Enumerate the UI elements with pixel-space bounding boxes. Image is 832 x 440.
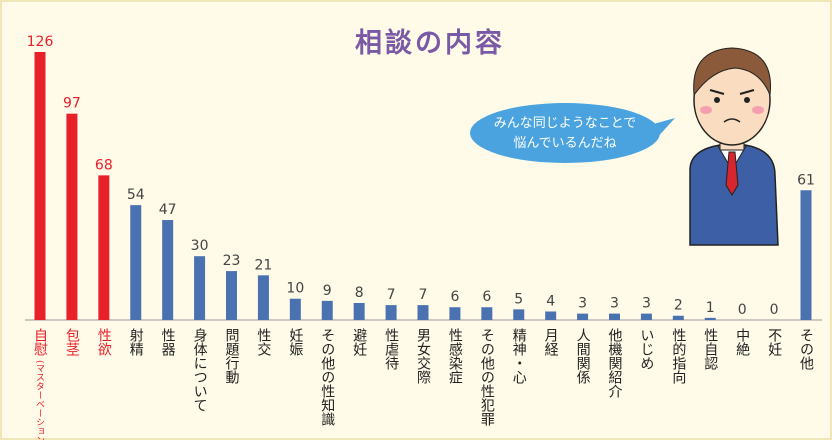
- chart: 相談の内容 みんな同じようなことで 悩んでいるんだね 126自慰(マスターベーシ…: [0, 0, 832, 440]
- value-label: 30: [191, 238, 209, 254]
- x-tick-label: 性虐待: [383, 328, 399, 371]
- x-tick-label: 妊娠: [287, 328, 303, 356]
- bar: [705, 318, 716, 320]
- value-label: 4: [546, 293, 555, 309]
- x-tick-sublabel: (マスターベーション): [34, 360, 45, 440]
- x-tick-label: その他: [798, 328, 814, 371]
- x-tick-label: 他機関紹介: [607, 328, 623, 398]
- bar: [354, 303, 365, 320]
- bar: [449, 307, 460, 320]
- value-label: 6: [450, 289, 459, 305]
- value-label: 10: [286, 281, 304, 297]
- value-label: 6: [482, 289, 491, 305]
- x-tick-label: 性交: [255, 328, 271, 356]
- bar: [673, 316, 684, 320]
- x-tick-label: 中絶: [734, 328, 750, 356]
- x-tick-label: 性感染症: [447, 328, 463, 384]
- value-label: 97: [63, 96, 81, 112]
- bar: [322, 301, 333, 320]
- x-tick-label: 性器: [160, 328, 176, 356]
- x-tick-label: 性的指向: [670, 328, 686, 384]
- bar: [801, 190, 812, 320]
- x-tick-label: 不妊: [766, 328, 782, 357]
- x-tick-label: 問題行動: [224, 328, 240, 385]
- x-tick-label: 射精: [128, 328, 144, 356]
- x-tick-label: 人間関係: [575, 328, 591, 385]
- x-tick-label: 性自認: [702, 328, 718, 370]
- x-tick-label: 身体について: [192, 328, 208, 412]
- bar: [35, 52, 46, 320]
- value-label: 21: [255, 257, 273, 273]
- value-label: 9: [323, 283, 332, 299]
- value-label: 8: [355, 285, 364, 301]
- value-label: 61: [797, 172, 815, 188]
- x-tick-label: 月経: [543, 328, 559, 356]
- x-tick-label: 避妊: [351, 328, 367, 357]
- value-label: 5: [514, 291, 523, 307]
- speech-bubble: [470, 103, 660, 163]
- x-tick-label: その他の性知識: [319, 328, 335, 427]
- value-label: 3: [642, 296, 651, 312]
- chart-title: 相談の内容: [355, 27, 505, 59]
- value-label: 7: [387, 287, 396, 303]
- x-tick-label: 自慰: [32, 328, 48, 356]
- x-tick-label: 性欲: [96, 328, 112, 356]
- bar: [290, 299, 301, 320]
- bar: [162, 220, 173, 320]
- x-tick-label: 精神・心: [511, 328, 527, 384]
- bar: [481, 307, 492, 320]
- bar: [386, 305, 397, 320]
- value-label: 1: [706, 300, 715, 316]
- bar: [66, 114, 77, 320]
- x-tick-label: 男女交際: [415, 328, 431, 384]
- speech-text: みんな同じようなことで: [494, 116, 637, 131]
- bar: [609, 314, 620, 320]
- value-label: 2: [674, 298, 683, 314]
- bar: [577, 314, 588, 320]
- x-tick-label: いじめ: [638, 328, 654, 370]
- value-label: 126: [27, 34, 54, 50]
- bar: [98, 175, 109, 320]
- value-label: 0: [770, 302, 779, 318]
- bar: [258, 275, 269, 320]
- bar: [513, 309, 524, 320]
- value-label: 7: [419, 287, 428, 303]
- bar: [130, 205, 141, 320]
- bar: [194, 256, 205, 320]
- value-label: 54: [127, 187, 145, 203]
- value-label: 47: [159, 202, 177, 218]
- bar: [545, 311, 556, 320]
- value-label: 0: [738, 302, 747, 318]
- speech-text: 悩んでいるんだね: [513, 136, 616, 151]
- value-label: 68: [95, 157, 113, 173]
- x-tick-label: 包茎: [64, 328, 80, 356]
- bar: [641, 314, 652, 320]
- bar: [418, 305, 429, 320]
- x-tick-label: その他の性犯罪: [479, 328, 495, 426]
- value-label: 3: [610, 296, 619, 312]
- bar: [226, 271, 237, 320]
- value-label: 3: [578, 296, 587, 312]
- value-label: 23: [223, 253, 241, 269]
